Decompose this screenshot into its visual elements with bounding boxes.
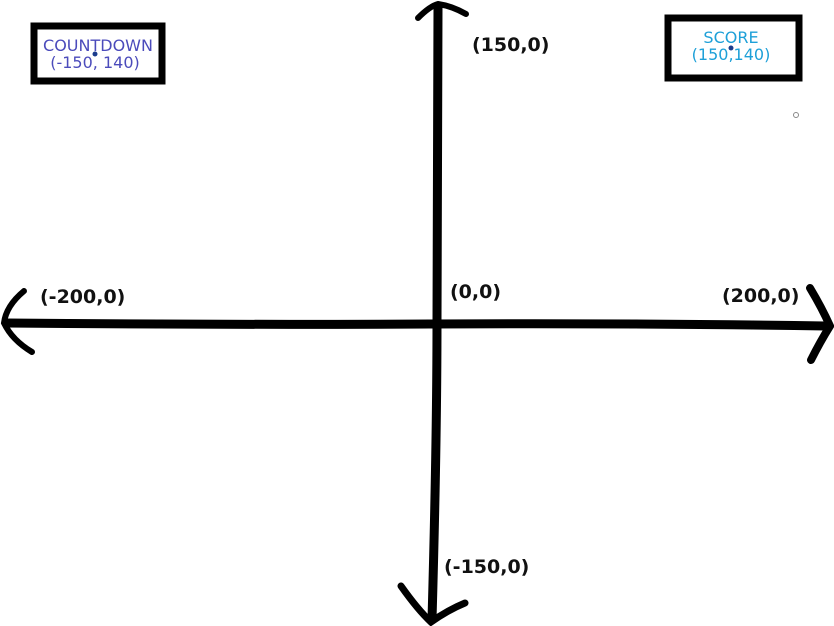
top-axis-label: (150,0) xyxy=(472,34,549,56)
score-title: SCORE xyxy=(703,28,758,47)
countdown-box: COUNTDOWN (-150, 140) xyxy=(30,22,166,85)
countdown-title: COUNTDOWN xyxy=(43,36,153,55)
right-axis-label: (200,0) xyxy=(722,285,799,307)
score-center-dot xyxy=(728,45,734,51)
bottom-axis-label: (-150,0) xyxy=(444,556,529,578)
y-axis-top-arrowhead xyxy=(415,0,469,21)
countdown-box-frame xyxy=(30,22,166,85)
stray-mark xyxy=(793,112,799,118)
origin-label: (0,0) xyxy=(450,281,501,303)
countdown-center-dot xyxy=(92,51,98,57)
y-axis-bottom-arrowhead xyxy=(397,582,469,626)
x-axis-right-arrowhead xyxy=(806,284,834,364)
y-axis-line xyxy=(427,3,443,625)
countdown-coords: (-150, 140) xyxy=(50,53,140,72)
left-axis-label: (-200,0) xyxy=(40,286,125,308)
score-coords: (150,140) xyxy=(692,45,771,64)
x-axis-line xyxy=(1,318,831,331)
x-axis-left-arrowhead xyxy=(0,288,35,355)
score-box: SCORE (150,140) xyxy=(664,14,803,82)
